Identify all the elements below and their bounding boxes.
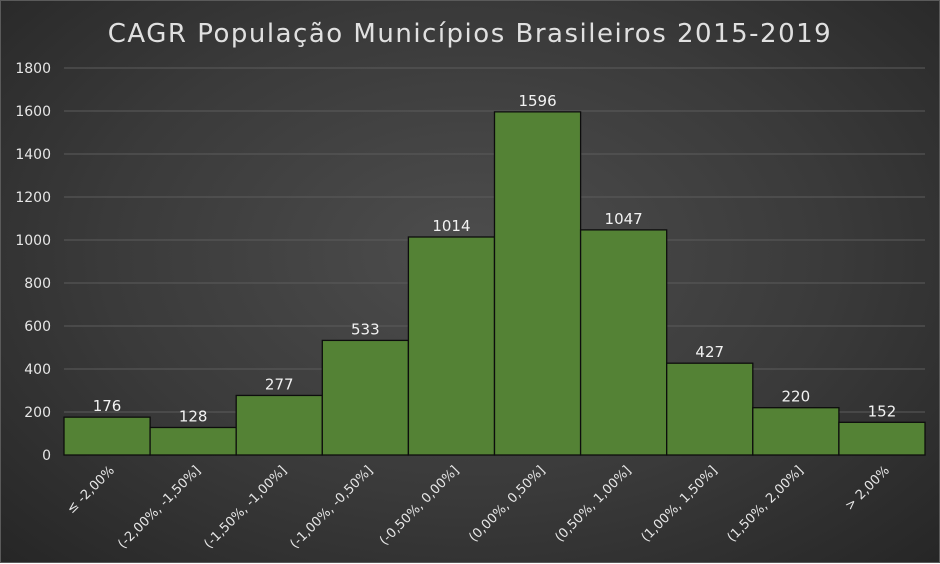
data-label: 1596 (518, 92, 556, 110)
x-tick-label: (-1,00%, -0,50%] (288, 463, 377, 552)
x-tick-label: (0,50%, 1,00%] (552, 463, 634, 545)
chart-title: CAGR População Municípios Brasileiros 20… (108, 19, 832, 49)
bar (579, 229, 668, 456)
bar (149, 426, 237, 456)
bar (235, 394, 323, 456)
bar (321, 339, 410, 456)
y-tick-label: 1000 (15, 233, 51, 249)
x-axis-ticks: ≤ -2,00%(-2,00%, -1,50%](-1,50%, -1,00%]… (64, 463, 893, 552)
x-tick-label: (-2,00%, -1,50%] (115, 463, 204, 552)
data-label: 1014 (432, 217, 470, 235)
bar (407, 236, 496, 456)
y-tick-label: 600 (24, 319, 51, 335)
x-tick-label: (0,00%, 0,50%] (466, 463, 548, 545)
bars (63, 111, 926, 456)
y-tick-label: 0 (42, 448, 51, 464)
y-tick-label: 1600 (15, 104, 51, 120)
y-tick-label: 1800 (15, 61, 51, 77)
x-tick-label: (-0,50%, 0,00%] (377, 463, 462, 548)
bar (838, 421, 926, 456)
data-label: 427 (695, 343, 724, 361)
bar (752, 407, 840, 456)
data-label: 220 (782, 388, 811, 406)
data-label: 152 (868, 402, 897, 420)
data-label: 1047 (605, 210, 643, 228)
y-tick-label: 1400 (15, 147, 51, 163)
x-tick-label: (1,00%, 1,50%] (639, 463, 721, 545)
y-tick-label: 200 (24, 405, 51, 421)
x-tick-label: ≤ -2,00% (64, 463, 118, 517)
x-tick-label: > 2,00% (842, 463, 892, 513)
bar (493, 111, 582, 456)
data-label: 533 (351, 320, 380, 338)
y-tick-label: 800 (24, 276, 51, 292)
bar (666, 362, 754, 456)
bar (63, 416, 151, 456)
data-label: 277 (265, 375, 294, 393)
y-axis-ticks: 0 200 400 600 800 1000 1200 1400 1600 1800 (15, 61, 51, 464)
data-label: 128 (179, 407, 208, 425)
x-tick-label: (1,50%, 2,00%] (725, 463, 807, 545)
x-tick-label: (-1,50%, -1,00%] (201, 463, 290, 552)
y-tick-label: 1200 (15, 190, 51, 206)
data-label: 176 (93, 397, 122, 415)
y-tick-label: 400 (24, 362, 51, 378)
data-labels: 176 128 277 533 1014 1596 1047 427 220 152 (93, 92, 897, 426)
